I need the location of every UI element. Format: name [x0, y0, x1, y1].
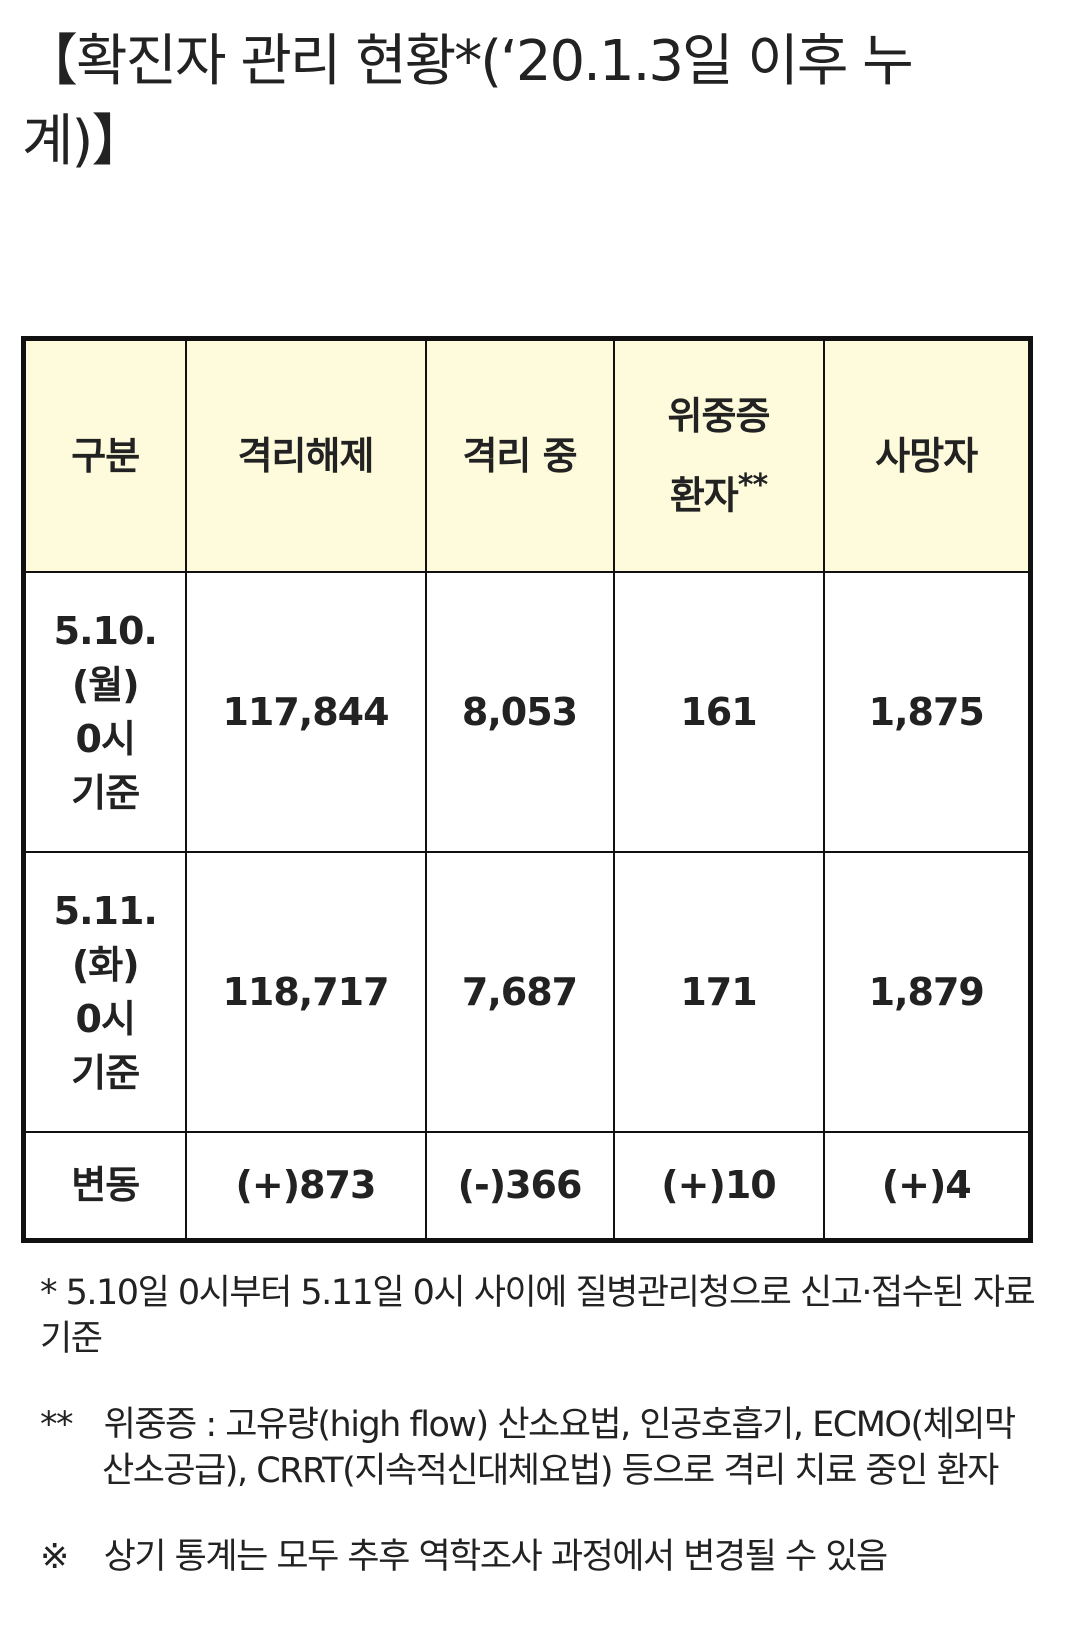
- cell: 8,053: [424, 571, 615, 853]
- label-line: (화): [71, 943, 140, 987]
- note-text: 상기 통계는 모두 추후 역학조사 과정에서 변경될 수 있음: [103, 1537, 889, 1577]
- header-cell: 위중증 환자**: [612, 337, 825, 573]
- label-line: 5.10.: [53, 609, 158, 653]
- label-line: 변동: [71, 1163, 140, 1208]
- label-line: 5.11.: [53, 889, 158, 933]
- cell: (-)366: [424, 1131, 615, 1241]
- label-line: 기준: [71, 1051, 140, 1095]
- status-table: 구분 격리해제 격리 중 위중증 환자** 사망자 5.10. (월) 0시 기준 11…: [21, 336, 1033, 1243]
- row-label: 변동: [22, 1131, 187, 1241]
- note-mark: *: [40, 1273, 58, 1313]
- cell: (+)10: [612, 1131, 825, 1241]
- table-body: 5.10. (월) 0시 기준 117,844 8,053 161 1,875 5.11. (화)…: [22, 571, 1032, 1241]
- label-line: 기준: [71, 771, 140, 815]
- note-mark: **: [40, 1405, 74, 1445]
- header-cell: 구분: [22, 337, 187, 573]
- label-line: (월): [71, 663, 140, 707]
- cell: 1,875: [822, 571, 1032, 853]
- note-text: 5.10일 0시부터 5.11일 0시 사이에 질병관리청으로 신고·접수된 자…: [40, 1273, 1036, 1359]
- header-row: 구분 격리해제 격리 중 위중증 환자** 사망자: [22, 337, 1032, 573]
- note: ** 위중증 : 고유량(high flow) 산소요법, 인공호흡기, ECM…: [40, 1402, 1040, 1494]
- notes: * 5.10일 0시부터 5.11일 0시 사이에 질병관리청으로 신고·접수된…: [40, 1270, 1040, 1620]
- cell: 117,844: [184, 571, 427, 853]
- header-cell: 격리해제: [184, 337, 427, 573]
- cell: 161: [612, 571, 825, 853]
- cell: (+)4: [822, 1131, 1032, 1241]
- note-text: 위중증 : 고유량(high flow) 산소요법, 인공호흡기, ECMO(체…: [102, 1405, 1016, 1491]
- footnote-mark: **: [737, 468, 768, 504]
- note: ※ 상기 통계는 모두 추후 역학조사 과정에서 변경될 수 있음: [40, 1534, 1040, 1580]
- note: * 5.10일 0시부터 5.11일 0시 사이에 질병관리청으로 신고·접수된…: [40, 1270, 1040, 1362]
- note-mark: ※: [40, 1537, 69, 1577]
- header-text: 위중증 환자: [667, 394, 771, 518]
- label-line: 0시: [75, 997, 136, 1041]
- cell: (+)873: [184, 1131, 427, 1241]
- table-row: 변동 (+)873 (-)366 (+)10 (+)4: [22, 1131, 1032, 1241]
- header-cell: 사망자: [822, 337, 1032, 573]
- header-cell: 격리 중: [424, 337, 615, 573]
- cell: 1,879: [822, 851, 1032, 1133]
- cell: 171: [612, 851, 825, 1133]
- cell: 118,717: [184, 851, 427, 1133]
- label-line: 0시: [75, 717, 136, 761]
- title: 【확진자 관리 현황*(‘20.1.3일 이후 누계)】: [22, 29, 914, 174]
- cell: 7,687: [424, 851, 615, 1133]
